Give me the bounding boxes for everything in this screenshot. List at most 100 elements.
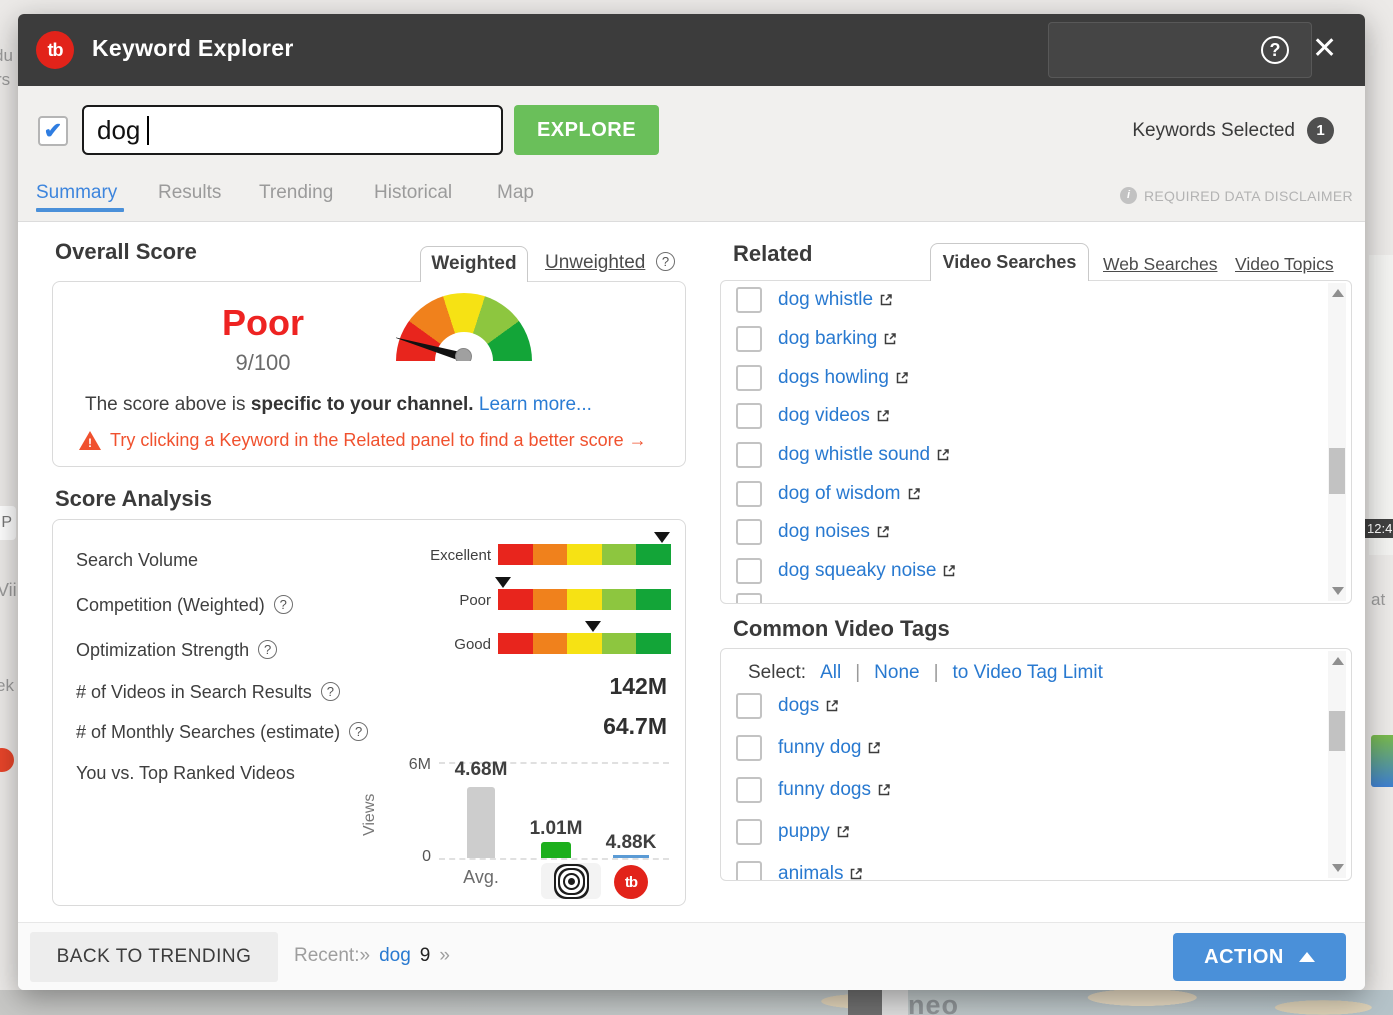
tab-unweighted[interactable]: Unweighted (545, 252, 646, 273)
external-link-icon[interactable] (836, 825, 850, 839)
related-keyword-row[interactable]: dog barking (721, 320, 1351, 359)
keyword-search-input[interactable] (82, 105, 503, 155)
external-link-icon[interactable] (877, 783, 891, 797)
video-tag-row[interactable]: funny dogs (721, 769, 1351, 811)
back-to-trending-button[interactable]: BACK TO TRENDING (30, 932, 278, 982)
score-analysis-card: Search Volume Excellent Competition (Wei… (52, 519, 686, 906)
recent-keyword-link[interactable]: dog (379, 945, 411, 966)
related-item-checkbox[interactable] (736, 558, 762, 585)
related-keyword-link[interactable]: dog of wisdom (778, 482, 901, 504)
related-keyword-row[interactable]: dog whistle sound (721, 436, 1351, 475)
related-keyword-row[interactable]: dog of wisdom (721, 474, 1351, 513)
analysis-scale-bar (498, 532, 671, 565)
scrollbar-thumb[interactable] (1329, 448, 1345, 494)
related-item-checkbox[interactable] (736, 593, 762, 603)
related-keyword-row[interactable]: dog whistle (721, 281, 1351, 320)
related-keyword-row[interactable]: dog squeaky noise (721, 552, 1351, 591)
tab-video-searches[interactable]: Video Searches (930, 243, 1089, 281)
related-item-checkbox[interactable] (736, 326, 762, 353)
tag-checkbox[interactable] (736, 693, 762, 719)
related-item-checkbox[interactable] (736, 403, 762, 430)
tag-checkbox[interactable] (736, 861, 762, 880)
help-icon[interactable] (1261, 36, 1289, 64)
recent-next-icon[interactable]: » (439, 945, 450, 966)
target-rings-icon (567, 877, 575, 885)
related-item-checkbox[interactable] (736, 442, 762, 469)
tab-historical[interactable]: Historical (374, 182, 453, 203)
tag-checkbox[interactable] (736, 777, 762, 803)
disclaimer-label: REQUIRED DATA DISCLAIMER (1144, 187, 1353, 204)
bg-video-duration-badge: 12:4 (1362, 519, 1393, 538)
related-keyword-link[interactable]: dog noises (778, 521, 870, 543)
scroll-down-icon[interactable] (1332, 587, 1344, 595)
action-button[interactable]: ACTION (1173, 933, 1346, 981)
select-all-link[interactable]: All (820, 662, 842, 683)
bar-value-label: 4.68M (454, 759, 508, 780)
video-tag-row[interactable]: dogs (721, 685, 1351, 727)
scroll-up-icon[interactable] (1332, 289, 1344, 297)
select-none-link[interactable]: None (874, 662, 920, 683)
video-tag-link[interactable]: funny dogs (778, 779, 871, 800)
score-help-icon[interactable] (656, 252, 675, 271)
tab-weighted[interactable]: Weighted (420, 246, 528, 282)
tab-results[interactable]: Results (158, 182, 222, 203)
scrollbar-thumb[interactable] (1329, 711, 1345, 751)
help-icon[interactable] (258, 640, 278, 659)
related-item-checkbox[interactable] (736, 364, 762, 391)
tab-video-topics[interactable]: Video Topics (1235, 254, 1334, 274)
scroll-down-icon[interactable] (1332, 864, 1344, 872)
help-icon[interactable] (273, 595, 293, 614)
external-link-icon[interactable] (849, 867, 863, 881)
video-tag-row[interactable]: funny dog (721, 727, 1351, 769)
related-keyword-link[interactable]: dogs howling (778, 366, 889, 388)
analysis-scale-bar (498, 621, 671, 654)
required-data-disclaimer[interactable]: REQUIRED DATA DISCLAIMER (1120, 187, 1353, 204)
select-to-tag-limit-link[interactable]: to Video Tag Limit (952, 662, 1103, 683)
tab-map[interactable]: Map (497, 182, 534, 203)
external-link-icon[interactable] (825, 699, 839, 713)
video-tag-link[interactable]: animals (778, 863, 844, 881)
video-tag-link[interactable]: funny dog (778, 737, 862, 758)
external-link-icon[interactable] (876, 525, 890, 539)
tag-checkbox[interactable] (736, 735, 762, 761)
close-icon[interactable] (1312, 32, 1337, 66)
external-link-icon[interactable] (907, 487, 921, 501)
help-icon[interactable] (349, 722, 369, 741)
related-keyword-link[interactable]: dog videos (778, 405, 870, 427)
explore-button[interactable]: EXPLORE (514, 105, 659, 155)
score-rating: Poor (221, 302, 304, 343)
related-item-checkbox[interactable] (736, 287, 762, 314)
related-keyword-row[interactable]: dogs howling (721, 358, 1351, 397)
external-link-icon[interactable] (942, 564, 956, 578)
external-link-icon[interactable] (876, 409, 890, 423)
related-keyword-row[interactable]: dog noises (721, 513, 1351, 552)
external-link-icon[interactable] (936, 448, 950, 462)
tag-checkbox[interactable] (736, 819, 762, 845)
tab-web-searches[interactable]: Web Searches (1103, 254, 1218, 274)
tab-trending[interactable]: Trending (259, 182, 334, 203)
learn-more-link[interactable]: Learn more... (478, 394, 592, 415)
keyword-checkbox[interactable] (38, 116, 68, 146)
related-keyword-link[interactable]: dog squeaky noise (778, 560, 937, 582)
video-tag-link[interactable]: puppy (778, 821, 830, 842)
keywords-selected-label: Keywords Selected (1132, 120, 1295, 141)
external-link-icon[interactable] (867, 741, 881, 755)
scroll-up-icon[interactable] (1332, 657, 1344, 665)
help-icon[interactable] (320, 682, 340, 701)
analysis-row-rating: Poor (459, 592, 491, 609)
stat-value: 64.7M (603, 713, 667, 739)
external-link-icon[interactable] (895, 371, 909, 385)
external-link-icon[interactable] (883, 332, 897, 346)
video-tag-row[interactable]: animals (721, 853, 1351, 881)
related-keyword-link[interactable]: dog whistle (778, 289, 874, 311)
video-tag-link[interactable]: dogs (778, 695, 820, 716)
video-tag-row[interactable]: puppy (721, 811, 1351, 853)
related-item-checkbox[interactable] (736, 480, 762, 507)
tab-summary[interactable]: Summary (36, 182, 118, 203)
related-keyword-link[interactable]: dog whistle sound (778, 444, 931, 466)
external-link-icon[interactable] (879, 293, 893, 307)
related-keyword-row[interactable]: dog videos (721, 397, 1351, 436)
bg-bottom-strip: neo (0, 990, 1393, 1015)
related-item-checkbox[interactable] (736, 519, 762, 546)
related-keyword-link[interactable]: dog barking (778, 328, 878, 350)
